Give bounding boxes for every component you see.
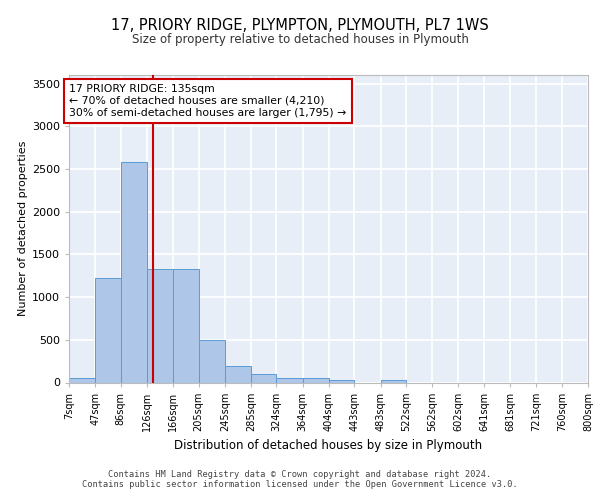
Bar — [251, 374, 277, 382]
Text: Size of property relative to detached houses in Plymouth: Size of property relative to detached ho… — [131, 32, 469, 46]
Bar — [225, 366, 251, 382]
Bar — [95, 278, 121, 382]
Bar — [329, 380, 355, 382]
Bar — [147, 269, 173, 382]
Bar — [121, 162, 147, 382]
Bar — [173, 269, 199, 382]
Text: 17 PRIORY RIDGE: 135sqm
← 70% of detached houses are smaller (4,210)
30% of semi: 17 PRIORY RIDGE: 135sqm ← 70% of detache… — [69, 84, 346, 117]
Text: 17, PRIORY RIDGE, PLYMPTON, PLYMOUTH, PL7 1WS: 17, PRIORY RIDGE, PLYMPTON, PLYMOUTH, PL… — [111, 18, 489, 32]
X-axis label: Distribution of detached houses by size in Plymouth: Distribution of detached houses by size … — [175, 440, 482, 452]
Bar — [69, 378, 95, 382]
Bar — [380, 380, 406, 382]
Y-axis label: Number of detached properties: Number of detached properties — [17, 141, 28, 316]
Bar — [277, 378, 302, 382]
Bar — [302, 378, 329, 382]
Bar — [199, 340, 225, 382]
Text: Contains HM Land Registry data © Crown copyright and database right 2024.
Contai: Contains HM Land Registry data © Crown c… — [82, 470, 518, 489]
